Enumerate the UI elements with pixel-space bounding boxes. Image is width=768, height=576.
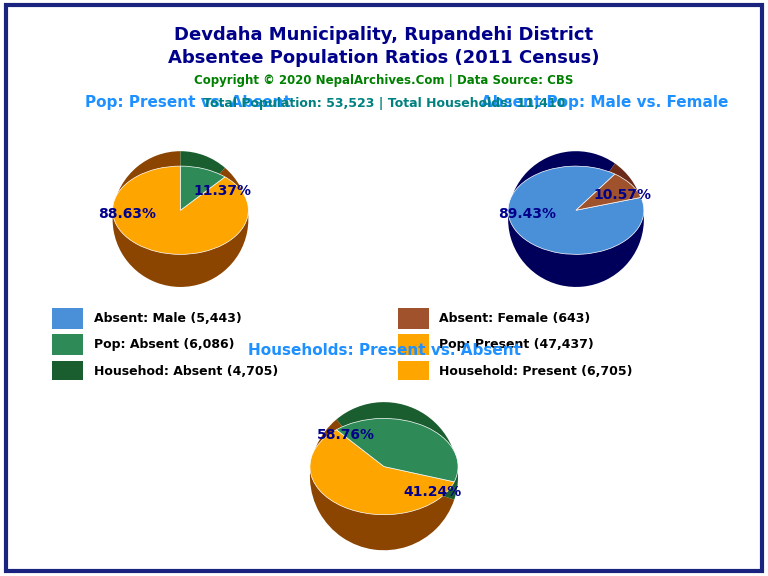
Bar bbox=[52, 361, 83, 382]
Bar bbox=[398, 361, 429, 382]
Text: 58.76%: 58.76% bbox=[316, 429, 375, 442]
Wedge shape bbox=[336, 402, 458, 499]
Wedge shape bbox=[336, 418, 458, 482]
Title: Households: Present vs. Absent: Households: Present vs. Absent bbox=[247, 343, 521, 358]
Wedge shape bbox=[180, 151, 225, 219]
Bar bbox=[398, 308, 429, 329]
Text: 88.63%: 88.63% bbox=[98, 207, 157, 221]
Wedge shape bbox=[180, 166, 225, 210]
Text: 10.57%: 10.57% bbox=[593, 188, 651, 202]
Text: 41.24%: 41.24% bbox=[403, 486, 462, 499]
Text: Devdaha Municipality, Rupandehi District: Devdaha Municipality, Rupandehi District bbox=[174, 26, 594, 44]
Text: Absent: Male (5,443): Absent: Male (5,443) bbox=[94, 312, 241, 325]
Text: Pop: Present vs. Absent: Pop: Present vs. Absent bbox=[85, 95, 291, 110]
Wedge shape bbox=[508, 166, 644, 255]
Text: Household: Present (6,705): Household: Present (6,705) bbox=[439, 365, 633, 378]
Text: Pop: Absent (6,086): Pop: Absent (6,086) bbox=[94, 338, 234, 351]
Text: Pop: Present (47,437): Pop: Present (47,437) bbox=[439, 338, 594, 351]
Text: Absentee Population Ratios (2011 Census): Absentee Population Ratios (2011 Census) bbox=[168, 49, 600, 67]
Bar bbox=[52, 308, 83, 329]
Wedge shape bbox=[576, 174, 641, 210]
Text: 89.43%: 89.43% bbox=[498, 207, 556, 221]
Text: Absent: Female (643): Absent: Female (643) bbox=[439, 312, 591, 325]
Wedge shape bbox=[508, 151, 644, 287]
Text: 11.37%: 11.37% bbox=[194, 184, 252, 198]
Wedge shape bbox=[310, 430, 454, 515]
Text: Househod: Absent (4,705): Househod: Absent (4,705) bbox=[94, 365, 278, 378]
Wedge shape bbox=[113, 166, 248, 255]
Wedge shape bbox=[576, 164, 641, 219]
Wedge shape bbox=[310, 419, 454, 550]
Wedge shape bbox=[113, 151, 248, 287]
Text: Absent Pop: Male vs. Female: Absent Pop: Male vs. Female bbox=[481, 95, 728, 110]
Bar bbox=[398, 334, 429, 355]
Text: Total Population: 53,523 | Total Households: 11,410: Total Population: 53,523 | Total Househo… bbox=[203, 97, 565, 110]
Bar bbox=[52, 334, 83, 355]
Text: Copyright © 2020 NepalArchives.Com | Data Source: CBS: Copyright © 2020 NepalArchives.Com | Dat… bbox=[194, 74, 574, 87]
